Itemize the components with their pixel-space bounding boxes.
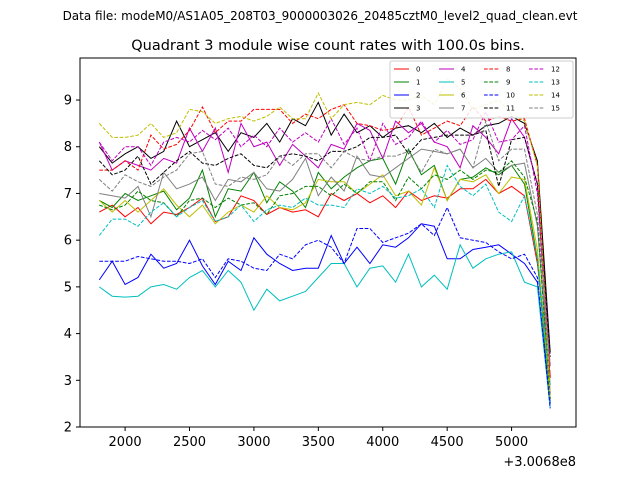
series-line-0 [99, 178, 551, 376]
legend-label-7: 7 [461, 105, 465, 113]
x-tick-label: 5000 [495, 435, 528, 450]
legend-box [389, 60, 574, 119]
legend-label-12: 12 [551, 66, 560, 74]
series-line-2 [98, 223, 551, 404]
y-tick-label: 6 [64, 234, 72, 249]
figure-suptitle: Data file: modeM0/AS1A05_208T03_90000030… [63, 9, 578, 23]
series-line-4 [98, 117, 551, 395]
x-tick-label: 3500 [302, 435, 335, 450]
legend-label-8: 8 [506, 66, 510, 74]
y-tick-label: 5 [64, 280, 72, 295]
series-line-11 [98, 129, 551, 357]
x-axis: 2000 2500 3000 3500 4000 4500 5000 [109, 427, 528, 450]
x-tick-label: 4500 [431, 435, 464, 450]
series-line-13 [98, 164, 551, 386]
legend-label-13: 13 [551, 79, 560, 87]
plot-frame [79, 57, 577, 428]
series-line-8 [99, 104, 551, 379]
series-line-12 [98, 110, 551, 367]
series-line-10 [99, 206, 551, 409]
series-line-5 [99, 243, 551, 409]
legend-label-14: 14 [551, 92, 560, 100]
legend-label-5: 5 [461, 79, 465, 87]
x-tick-label: 3000 [237, 435, 270, 450]
y-tick-label: 2 [64, 421, 72, 436]
legend-label-2: 2 [416, 92, 420, 100]
series-line-6 [98, 166, 551, 400]
legend-label-1: 1 [416, 79, 420, 87]
x-tick-label: 2000 [109, 435, 142, 450]
series-line-3 [98, 101, 551, 353]
series-line-9 [99, 160, 551, 400]
x-tick-label: 4000 [366, 435, 399, 450]
series-line-15 [98, 119, 551, 367]
series-line-14 [98, 78, 551, 395]
legend-label-3: 3 [416, 105, 420, 113]
legend-label-0: 0 [416, 66, 420, 74]
legend-label-6: 6 [461, 92, 466, 100]
series-lines [98, 78, 551, 409]
y-tick-label: 8 [64, 140, 72, 155]
legend-label-10: 10 [506, 92, 515, 100]
y-tick-label: 7 [64, 187, 72, 202]
y-axis: 2 3 4 5 6 7 8 9 [64, 94, 80, 436]
legend-label-4: 4 [461, 66, 466, 74]
series-line-7 [99, 148, 551, 386]
chart-title: Quadrant 3 module wise count rates with … [131, 38, 525, 54]
y-tick-label: 9 [64, 94, 72, 109]
legend-label-15: 15 [551, 105, 560, 113]
legend-label-9: 9 [506, 79, 510, 87]
x-tick-label: 2500 [173, 435, 206, 450]
legend-label-11: 11 [506, 105, 515, 113]
y-tick-label: 4 [64, 327, 72, 342]
y-tick-label: 3 [64, 374, 72, 389]
x-axis-offset-label: +3.0068e8 [503, 455, 576, 470]
